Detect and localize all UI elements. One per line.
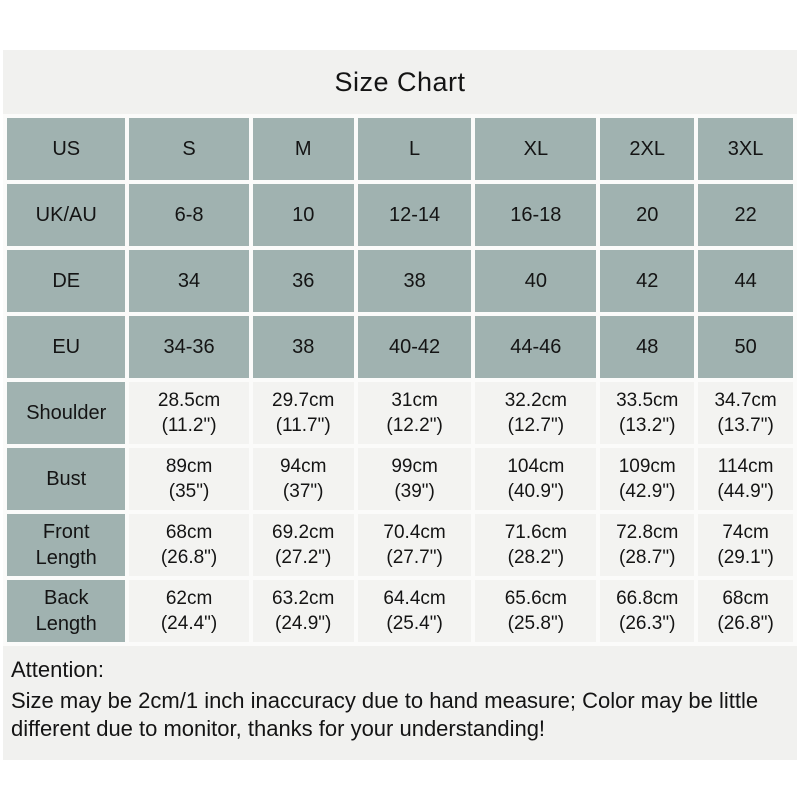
cell-bust-3xl: 114cm (44.9") <box>694 444 797 514</box>
row-label-shoulder: Shoulder <box>2 378 130 448</box>
cell-shoulder-m: 29.7cm (11.7") <box>248 378 358 448</box>
cell-ukau-xl: 16-18 <box>471 180 601 250</box>
table-row-front-length: Front Length 68cm (26.8") 69.2cm (27.2")… <box>2 510 797 580</box>
table-row-us: US S M L XL 2XL 3XL <box>2 114 797 184</box>
row-label-eu: EU <box>2 312 130 382</box>
cell-eu-xl: 44-46 <box>471 312 601 382</box>
cell-front-length-l: 70.4cm (27.7") <box>353 510 476 580</box>
attention-note: Attention: Size may be 2cm/1 inch inaccu… <box>3 646 797 750</box>
cell-back-length-m: 63.2cm (24.9") <box>248 576 358 646</box>
cell-us-2xl: 2XL <box>596 114 699 184</box>
cell-shoulder-s: 28.5cm (11.2") <box>125 378 253 448</box>
cell-ukau-l: 12-14 <box>353 180 476 250</box>
cell-us-l: L <box>353 114 476 184</box>
cell-bust-2xl: 109cm (42.9") <box>596 444 699 514</box>
cell-eu-3xl: 50 <box>694 312 797 382</box>
table-row-bust: Bust 89cm (35") 94cm (37") 99cm (39") 10… <box>2 444 797 514</box>
cell-us-m: M <box>248 114 358 184</box>
cell-ukau-m: 10 <box>248 180 358 250</box>
cell-front-length-m: 69.2cm (27.2") <box>248 510 358 580</box>
cell-back-length-3xl: 68cm (26.8") <box>694 576 797 646</box>
cell-de-xl: 40 <box>471 246 601 316</box>
cell-back-length-2xl: 66.8cm (26.3") <box>596 576 699 646</box>
page-title: Size Chart <box>334 67 466 97</box>
cell-shoulder-l: 31cm (12.2") <box>353 378 476 448</box>
cell-ukau-2xl: 20 <box>596 180 699 250</box>
row-label-bust: Bust <box>2 444 130 514</box>
size-chart-table: US S M L XL 2XL 3XL UK/AU 6-8 10 12-14 1… <box>2 114 797 646</box>
cell-front-length-3xl: 74cm (29.1") <box>694 510 797 580</box>
cell-back-length-l: 64.4cm (25.4") <box>353 576 476 646</box>
attention-body: Size may be 2cm/1 inch inaccuracy due to… <box>11 687 759 742</box>
cell-de-m: 36 <box>248 246 358 316</box>
table-row-de: DE 34 36 38 40 42 44 <box>2 246 797 316</box>
cell-eu-2xl: 48 <box>596 312 699 382</box>
size-chart-panel: Size Chart US S M L XL 2XL 3XL UK/AU 6- <box>2 50 797 760</box>
cell-bust-m: 94cm (37") <box>248 444 358 514</box>
row-label-ukau: UK/AU <box>2 180 130 250</box>
cell-de-2xl: 42 <box>596 246 699 316</box>
table-row-ukau: UK/AU 6-8 10 12-14 16-18 20 22 <box>2 180 797 250</box>
row-label-de: DE <box>2 246 130 316</box>
cell-shoulder-3xl: 34.7cm (13.7") <box>694 378 797 448</box>
cell-bust-xl: 104cm (40.9") <box>471 444 601 514</box>
cell-back-length-xl: 65.6cm (25.8") <box>471 576 601 646</box>
cell-eu-s: 34-36 <box>125 312 253 382</box>
cell-shoulder-2xl: 33.5cm (13.2") <box>596 378 699 448</box>
cell-us-3xl: 3XL <box>694 114 797 184</box>
cell-eu-m: 38 <box>248 312 358 382</box>
cell-front-length-s: 68cm (26.8") <box>125 510 253 580</box>
attention-heading: Attention: <box>11 657 104 682</box>
row-label-front-length: Front Length <box>2 510 130 580</box>
cell-back-length-s: 62cm (24.4") <box>125 576 253 646</box>
cell-front-length-xl: 71.6cm (28.2") <box>471 510 601 580</box>
cell-us-xl: XL <box>471 114 601 184</box>
row-label-us: US <box>2 114 130 184</box>
cell-ukau-s: 6-8 <box>125 180 253 250</box>
cell-us-s: S <box>125 114 253 184</box>
cell-shoulder-xl: 32.2cm (12.7") <box>471 378 601 448</box>
table-row-eu: EU 34-36 38 40-42 44-46 48 50 <box>2 312 797 382</box>
cell-ukau-3xl: 22 <box>694 180 797 250</box>
cell-de-l: 38 <box>353 246 476 316</box>
cell-front-length-2xl: 72.8cm (28.7") <box>596 510 699 580</box>
cell-bust-l: 99cm (39") <box>353 444 476 514</box>
cell-eu-l: 40-42 <box>353 312 476 382</box>
cell-bust-s: 89cm (35") <box>125 444 253 514</box>
row-label-back-length: Back Length <box>2 576 130 646</box>
cell-de-3xl: 44 <box>694 246 797 316</box>
table-row-shoulder: Shoulder 28.5cm (11.2") 29.7cm (11.7") 3… <box>2 378 797 448</box>
cell-de-s: 34 <box>125 246 253 316</box>
table-row-back-length: Back Length 62cm (24.4") 63.2cm (24.9") … <box>2 576 797 646</box>
